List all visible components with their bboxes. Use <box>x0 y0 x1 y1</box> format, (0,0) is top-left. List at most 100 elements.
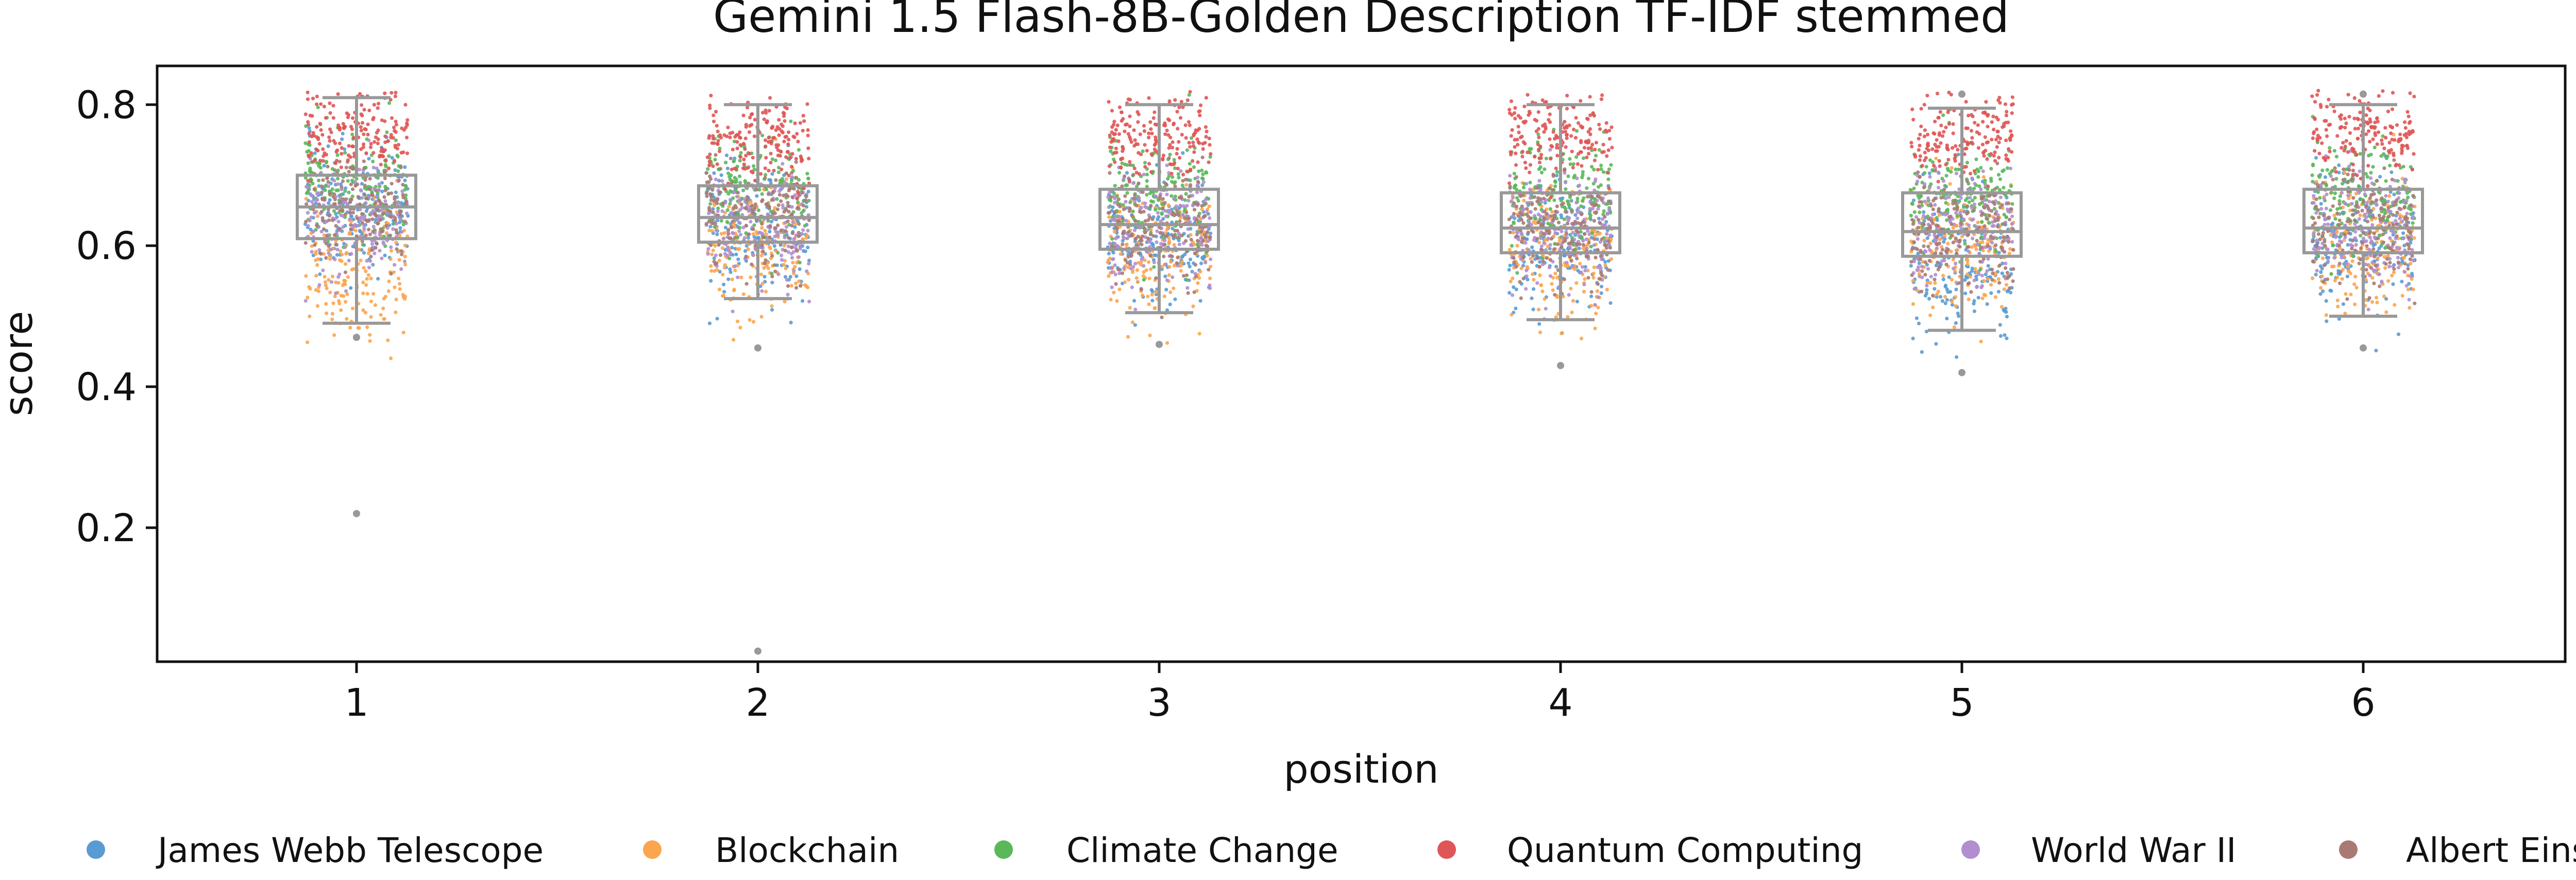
data-point <box>304 185 309 189</box>
data-point <box>1191 304 1195 308</box>
data-point <box>377 198 381 202</box>
data-point <box>383 119 387 123</box>
data-point <box>2008 286 2012 290</box>
data-point <box>362 108 366 112</box>
data-point <box>334 161 338 165</box>
data-point <box>784 171 788 176</box>
data-point <box>364 269 368 273</box>
data-point <box>1118 252 1123 256</box>
data-point <box>806 146 810 150</box>
data-point <box>714 110 718 114</box>
data-point <box>386 192 391 196</box>
data-point <box>1539 152 1544 157</box>
data-point <box>1107 251 1111 256</box>
data-point <box>387 279 391 283</box>
data-point <box>2002 222 2006 226</box>
data-point <box>1941 273 1945 278</box>
data-point <box>1976 220 1980 225</box>
data-point <box>325 286 329 290</box>
data-point <box>1581 156 1586 160</box>
data-point <box>395 221 399 226</box>
data-point <box>795 196 799 200</box>
data-point <box>1945 166 1950 171</box>
data-point <box>373 303 378 307</box>
data-point <box>1607 167 1611 171</box>
data-point <box>806 177 810 181</box>
data-point <box>1608 301 1613 305</box>
data-point <box>794 286 799 290</box>
data-point <box>361 121 365 125</box>
data-point <box>327 251 331 255</box>
data-point <box>1532 287 1536 291</box>
data-point <box>764 156 768 160</box>
data-point <box>1154 234 1158 238</box>
data-point <box>773 226 778 230</box>
data-point <box>721 202 725 206</box>
data-point <box>1607 208 1612 212</box>
data-point <box>1581 243 1585 247</box>
data-point <box>1600 93 1604 97</box>
data-point <box>309 151 313 155</box>
data-point <box>1912 186 1916 191</box>
data-point <box>1984 100 1988 104</box>
data-point <box>313 151 317 156</box>
data-point <box>1575 162 1580 166</box>
data-point <box>1601 170 1605 174</box>
data-point <box>383 253 387 257</box>
data-point <box>1928 158 1932 162</box>
data-point <box>338 200 343 204</box>
data-point <box>380 147 384 151</box>
data-point <box>1583 265 1587 269</box>
data-point <box>1998 263 2002 267</box>
data-point <box>766 261 770 265</box>
data-point <box>1589 304 1594 308</box>
data-point <box>324 116 328 120</box>
data-point <box>1181 179 1185 183</box>
data-point <box>1510 244 1514 248</box>
data-point <box>722 231 726 235</box>
data-point <box>1142 124 1146 128</box>
data-point <box>1915 268 1919 272</box>
data-point <box>1994 243 1998 247</box>
data-point <box>769 161 773 165</box>
data-point <box>1113 160 1117 164</box>
data-point <box>1927 171 1931 176</box>
data-point <box>1133 138 1137 142</box>
data-point <box>1112 290 1116 295</box>
data-point <box>729 211 733 215</box>
data-point <box>1204 125 1208 129</box>
data-point <box>1192 208 1197 212</box>
data-point <box>793 121 797 126</box>
data-point <box>1593 326 1597 331</box>
data-point <box>1602 150 1606 154</box>
data-point <box>775 197 779 201</box>
data-point <box>1939 196 1943 200</box>
data-point <box>1592 167 1596 171</box>
data-point <box>1167 174 1171 178</box>
data-point <box>1128 160 1132 164</box>
data-point <box>1135 268 1139 272</box>
data-point <box>716 197 720 201</box>
data-point <box>1520 204 1524 209</box>
data-point <box>1180 260 1184 264</box>
data-point <box>781 130 785 135</box>
data-point <box>1110 125 1114 129</box>
data-point <box>1512 260 1516 264</box>
data-point <box>732 190 736 194</box>
data-point <box>1545 256 1549 260</box>
data-point <box>1963 291 1968 296</box>
data-point <box>1192 165 1196 169</box>
data-point <box>1177 140 1181 144</box>
data-point <box>1972 169 1976 173</box>
data-point <box>771 191 775 195</box>
data-point <box>1171 146 1175 150</box>
data-point <box>1545 212 1549 216</box>
data-point <box>360 215 364 219</box>
data-point <box>1997 188 2002 192</box>
data-point <box>790 171 794 175</box>
data-point <box>1168 143 1172 147</box>
data-point <box>1935 216 1939 220</box>
data-point <box>345 317 349 321</box>
data-point <box>1204 96 1208 100</box>
data-point <box>1543 167 1547 171</box>
